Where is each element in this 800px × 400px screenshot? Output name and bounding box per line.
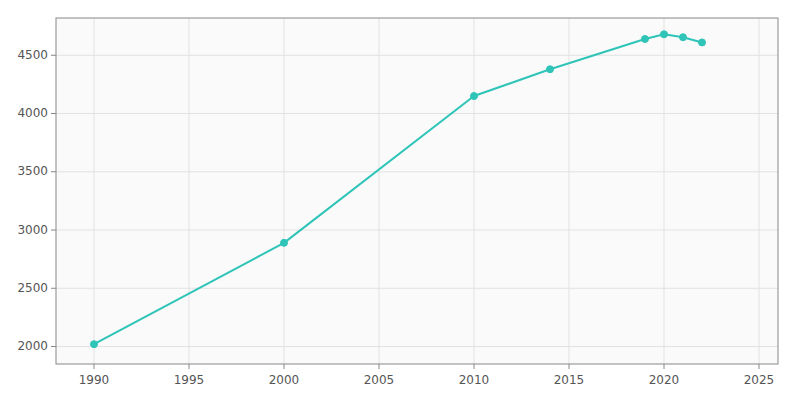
y-tick-label: 4500 xyxy=(17,48,48,62)
x-tick xyxy=(94,364,95,369)
x-tick xyxy=(664,364,665,369)
point-marker xyxy=(281,239,288,246)
chart-container: 2000 2500 3000 3500 4000 4500 1990 1995 2000 2005… xyxy=(0,0,800,400)
x-grid-line xyxy=(379,18,380,364)
y-tick xyxy=(51,171,56,172)
x-tick-label: 2020 xyxy=(649,373,680,387)
x-grid-line xyxy=(759,18,760,364)
point-marker xyxy=(661,31,668,38)
x-tick xyxy=(379,364,380,369)
x-tick xyxy=(569,364,570,369)
x-grid-line xyxy=(474,18,475,364)
chart-svg: 2000 2500 3000 3500 4000 4500 1990 1995 2000 2005… xyxy=(0,0,800,400)
x-tick xyxy=(474,364,475,369)
x-grid-line xyxy=(664,18,665,364)
plot-frame xyxy=(56,18,778,364)
y-tick-label: 3500 xyxy=(17,164,48,178)
x-tick-label: 1995 xyxy=(174,373,205,387)
y-tick xyxy=(51,55,56,56)
series-group xyxy=(91,31,706,348)
y-tick xyxy=(51,288,56,289)
x-tick-label: 2000 xyxy=(269,373,300,387)
y-grid-line xyxy=(56,346,778,347)
point-marker xyxy=(699,39,706,46)
grid xyxy=(56,18,778,364)
y-tick xyxy=(51,113,56,114)
x-tick-label: 2025 xyxy=(744,373,775,387)
y-grid-line xyxy=(56,55,778,56)
series-line xyxy=(94,34,702,344)
y-tick-label: 3000 xyxy=(17,223,48,237)
point-marker xyxy=(680,34,687,41)
y-tick xyxy=(51,230,56,231)
y-tick-label: 2500 xyxy=(17,281,48,295)
x-tick xyxy=(189,364,190,369)
y-grid-line xyxy=(56,230,778,231)
x-tick-label: 2015 xyxy=(554,373,585,387)
x-tick xyxy=(759,364,760,369)
point-marker xyxy=(547,66,554,73)
x-tick-label: 2010 xyxy=(459,373,490,387)
point-marker xyxy=(91,341,98,348)
point-marker xyxy=(642,35,649,42)
x-grid-line xyxy=(189,18,190,364)
y-tick xyxy=(51,346,56,347)
x-grid-line xyxy=(569,18,570,364)
plot-background xyxy=(56,18,778,364)
x-grid-line xyxy=(284,18,285,364)
x-tick xyxy=(284,364,285,369)
y-grid-line xyxy=(56,113,778,114)
page: {"chart_data": {"type": "line", "x": [19… xyxy=(0,0,800,400)
y-tick-label: 4000 xyxy=(17,106,48,120)
y-grid-line xyxy=(56,288,778,289)
point-marker xyxy=(471,93,478,100)
x-tick-label: 2005 xyxy=(364,373,395,387)
y-tick-label: 2000 xyxy=(17,339,48,353)
x-grid-line xyxy=(94,18,95,364)
x-tick-label: 1990 xyxy=(79,373,110,387)
y-grid-line xyxy=(56,171,778,172)
